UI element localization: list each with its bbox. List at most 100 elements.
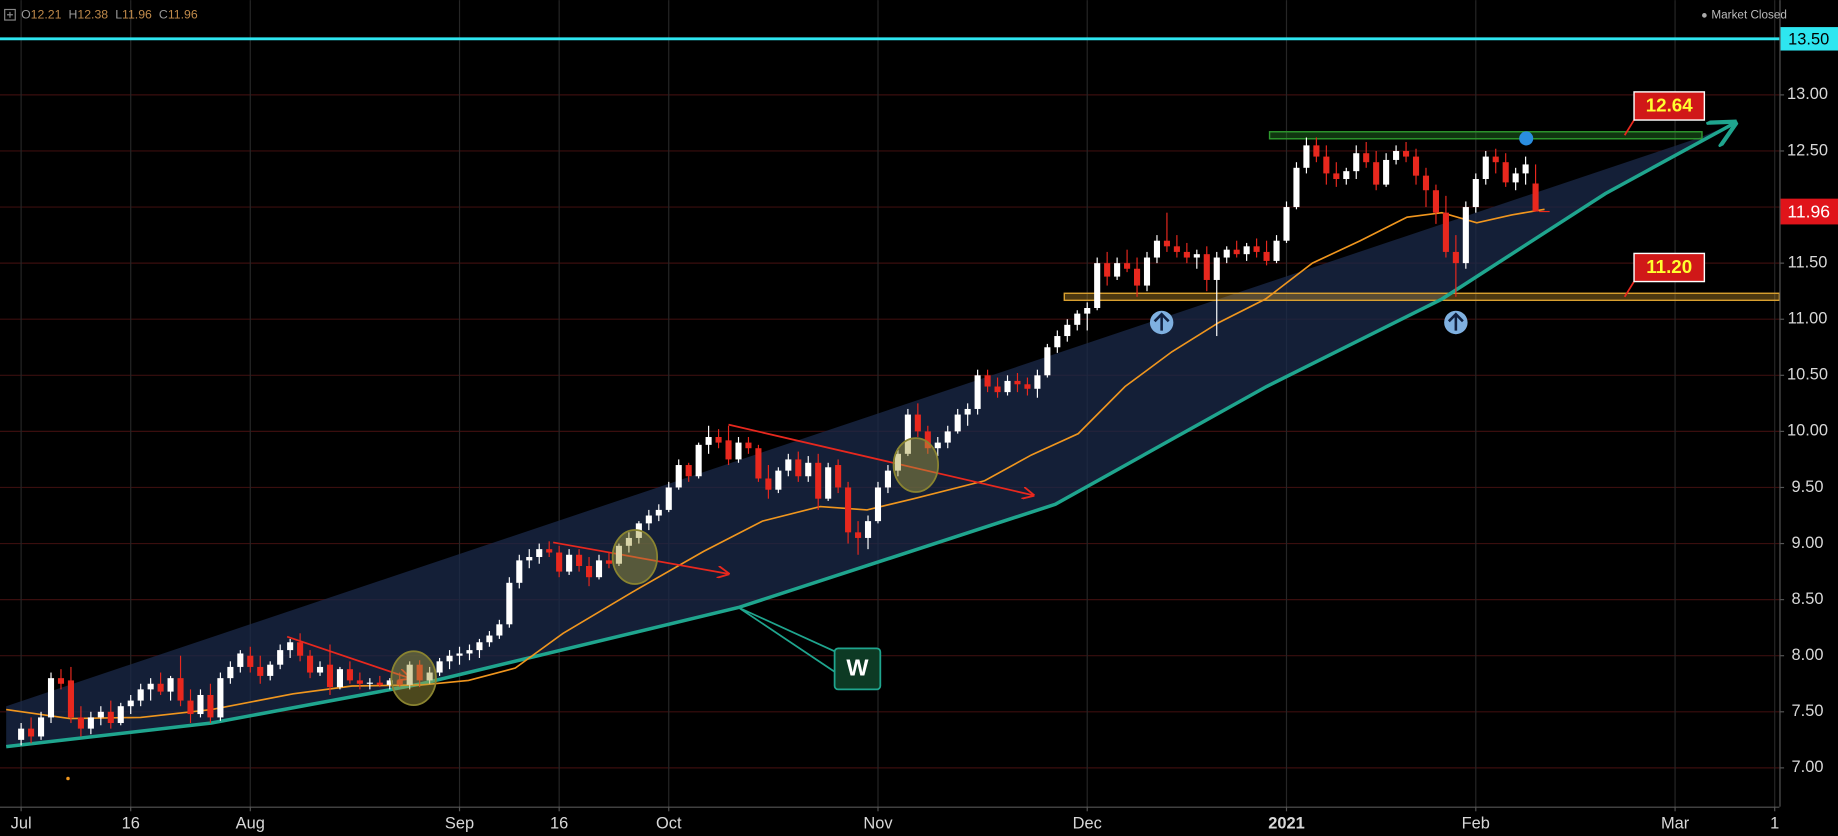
ohlc-value: 11.96 <box>168 8 198 22</box>
candle-body <box>1104 263 1111 277</box>
candle-body <box>745 442 752 449</box>
x-tick-label: 16 <box>122 814 140 832</box>
candle-body <box>197 694 204 715</box>
y-tick-label: 11.00 <box>1788 310 1828 328</box>
candle-body <box>775 470 782 490</box>
dot <box>66 776 70 781</box>
candle-body <box>416 664 423 681</box>
trend-arrow <box>286 635 410 679</box>
candle-body <box>685 465 692 477</box>
icon <box>4 8 16 21</box>
candle-body <box>1403 150 1410 157</box>
y-tick-label: 8.00 <box>1792 646 1824 664</box>
candle-body <box>825 467 832 499</box>
level-label: 12.64 <box>1646 95 1693 116</box>
candle-body <box>855 532 862 538</box>
annotation-box <box>833 647 882 691</box>
candle-body <box>1343 171 1350 180</box>
level-connector <box>1623 281 1635 298</box>
candle-body <box>1462 207 1469 264</box>
candle-body <box>1333 173 1340 180</box>
candle-body <box>77 717 84 729</box>
candle-body <box>386 680 393 685</box>
candle-body <box>585 565 593 578</box>
candle-body <box>247 655 254 667</box>
candle-body <box>456 653 463 656</box>
up-icon <box>1153 312 1170 331</box>
candle-body <box>725 440 732 460</box>
candle-body <box>645 515 652 524</box>
candle-body <box>874 487 882 522</box>
candle-body <box>476 642 483 651</box>
candle-body <box>994 386 1001 393</box>
level-band <box>1063 292 1781 302</box>
candle-body <box>954 414 961 432</box>
candle-body <box>944 431 951 443</box>
trend-arrow <box>728 423 1034 496</box>
y-tick-label: 10.00 <box>1787 422 1828 440</box>
x-tick-label: 2021 <box>1268 814 1305 832</box>
candle-body <box>1363 153 1370 163</box>
ohlc-header: O12.21 H12.38 L11.96 C11.96 <box>21 8 198 22</box>
candle-body <box>1263 251 1270 261</box>
candle-body <box>1213 257 1220 280</box>
y-tick-label: 9.00 <box>1792 534 1824 552</box>
x-tick-label: 1 <box>1770 814 1779 832</box>
candle-body <box>516 560 523 583</box>
candle-body <box>1502 162 1509 183</box>
candle-body <box>595 560 603 578</box>
candle-body <box>1452 251 1459 264</box>
candle-body <box>446 655 453 662</box>
candle-body <box>356 680 363 684</box>
candle-body <box>346 669 353 681</box>
annotation-text: W <box>846 655 869 681</box>
candle-body <box>1283 207 1290 241</box>
candle-body <box>257 666 264 676</box>
candle-body <box>237 653 244 667</box>
candle-body <box>1163 240 1170 247</box>
trend-arrow <box>553 541 728 573</box>
candle-body <box>486 635 493 643</box>
icons <box>66 131 1534 781</box>
candle-body <box>924 431 931 449</box>
candle-body <box>964 408 971 415</box>
up-icon <box>1447 312 1464 331</box>
candle-body <box>1422 175 1430 191</box>
candle-body <box>845 487 852 533</box>
candle-body <box>1353 153 1360 172</box>
x-tick-label: Dec <box>1073 814 1102 832</box>
candle-body <box>1303 145 1310 168</box>
candle-body <box>536 549 543 558</box>
y-tick-label: 11.50 <box>1788 253 1828 271</box>
highlight <box>390 650 437 706</box>
candle-body <box>167 678 174 692</box>
candle-body <box>1233 249 1240 255</box>
candle-body <box>366 682 373 684</box>
annotation-pointer <box>738 606 837 673</box>
candle-body <box>1173 246 1180 252</box>
candle-body <box>307 655 314 673</box>
candle-body <box>1084 308 1091 314</box>
candle-body <box>107 711 114 724</box>
candle-body <box>1273 240 1280 261</box>
candle-body <box>267 664 274 676</box>
candle-body <box>864 521 872 538</box>
ohlc-value: 12.38 <box>77 8 108 22</box>
candle-body <box>1074 313 1081 325</box>
axis-label-box <box>1780 27 1838 51</box>
candle-body <box>566 554 573 572</box>
candle-body <box>1054 336 1061 348</box>
candle-body <box>127 700 134 707</box>
y-tick-label: 12.50 <box>1787 141 1828 159</box>
y-tick-label: 7.50 <box>1792 702 1824 720</box>
candle-body <box>67 680 74 718</box>
level-band <box>1268 131 1703 140</box>
last-price-label: 11.96 <box>1787 201 1830 221</box>
candle-body <box>914 414 921 432</box>
status-dot <box>1702 13 1707 18</box>
candle-body <box>526 557 533 561</box>
x-tick-label: Feb <box>1462 814 1490 832</box>
moving-average <box>6 208 1545 720</box>
candle-body <box>406 664 413 685</box>
